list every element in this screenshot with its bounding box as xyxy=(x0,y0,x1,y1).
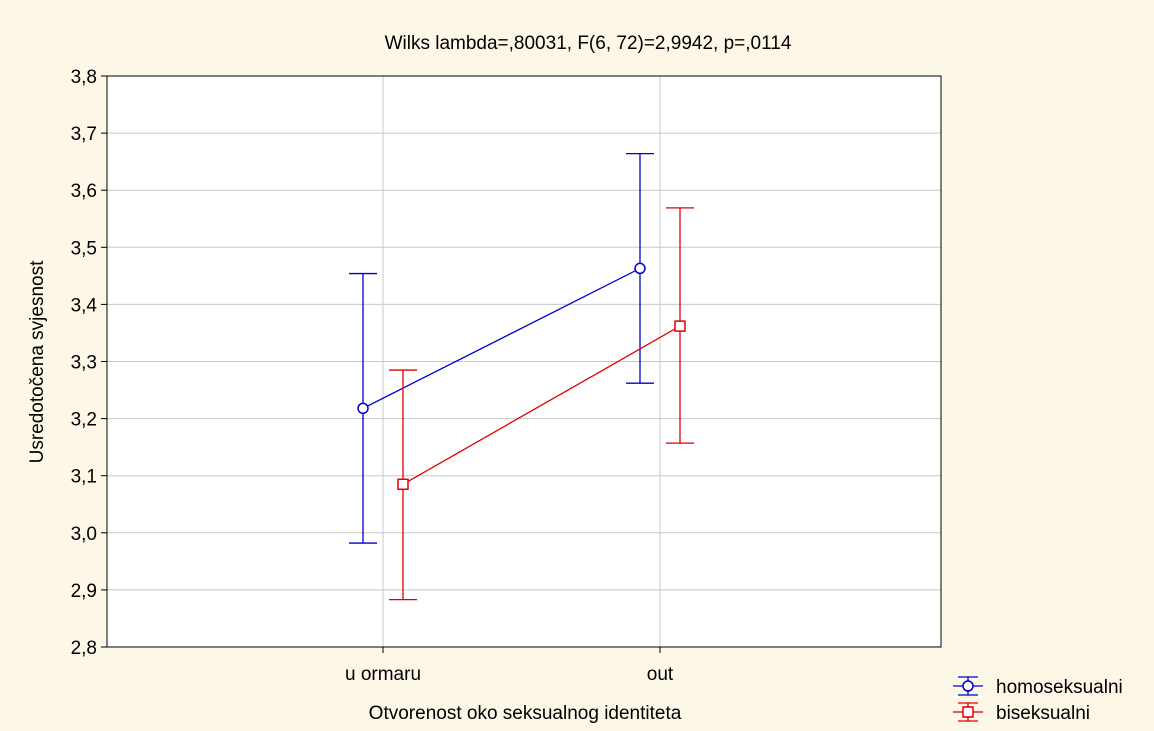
data-point xyxy=(397,478,409,491)
x-axis-label: Otvorenost oko seksualnog identiteta xyxy=(369,703,682,724)
x-axis: u ormaru out xyxy=(345,647,674,685)
plot-frame xyxy=(106,75,942,648)
y-axis-label: Usredotočena svjesnost xyxy=(27,260,48,463)
chart-title: Wilks lambda=,80031, F(6, 72)=2,9942, p=… xyxy=(385,33,792,54)
legend-item: homoseksualni xyxy=(953,676,1123,698)
series-line xyxy=(362,267,641,409)
y-tick-label: 3,0 xyxy=(71,524,97,545)
legend-marker xyxy=(962,680,974,692)
y-tick-label: 3,3 xyxy=(71,353,97,374)
y-tick-label: 3,1 xyxy=(71,467,97,488)
x-tick-label: u ormaru xyxy=(345,664,421,685)
legend-item: biseksualni xyxy=(953,702,1090,724)
y-tick-label: 3,8 xyxy=(71,67,97,88)
data-point xyxy=(674,320,686,332)
data-point xyxy=(634,262,646,275)
grid-lines xyxy=(107,76,941,647)
y-tick-label: 3,6 xyxy=(71,181,97,202)
y-tick-label: 3,5 xyxy=(71,238,97,259)
series-homoseksualni xyxy=(349,153,654,544)
y-axis: 2,8 2,9 3,0 3,1 3,2 3,3 3,4 3,5 3,6 3,7 3,8 xyxy=(71,67,107,659)
x-tick-label: out xyxy=(647,664,674,685)
series-layer xyxy=(349,153,694,601)
legend-label: biseksualni xyxy=(996,703,1090,724)
series-line xyxy=(402,325,681,485)
legend: homoseksualni biseksualni xyxy=(953,676,1123,724)
y-tick-label: 2,9 xyxy=(71,581,97,602)
y-tick-label: 3,7 xyxy=(71,124,97,145)
y-tick-label: 3,4 xyxy=(71,295,98,316)
legend-label: homoseksualni xyxy=(996,677,1123,698)
y-tick-label: 2,8 xyxy=(71,638,97,659)
y-tick-label: 3,2 xyxy=(71,410,97,431)
data-point xyxy=(357,402,369,415)
series-biseksualni xyxy=(389,207,694,601)
legend-marker xyxy=(962,706,974,718)
